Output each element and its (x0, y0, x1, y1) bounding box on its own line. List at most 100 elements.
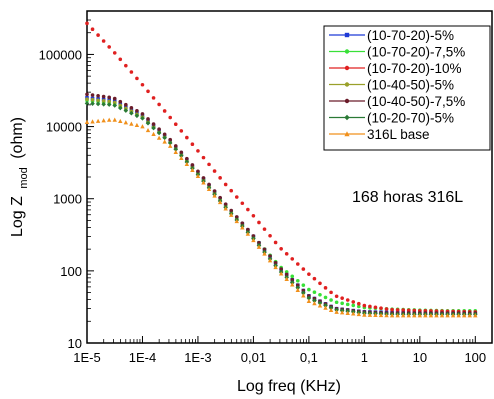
y-tick-label: 1000 (53, 192, 82, 207)
data-point (268, 254, 272, 258)
data-point (340, 296, 344, 300)
data-point (362, 312, 367, 317)
data-point (107, 95, 111, 100)
data-point (373, 312, 378, 317)
y-axis-label-sub: mod (18, 167, 30, 188)
data-point (173, 149, 178, 154)
data-point (123, 120, 129, 125)
data-point (290, 282, 295, 287)
data-point (301, 288, 306, 293)
data-point (262, 251, 267, 256)
legend-label: (10-70-20)-10% (367, 61, 462, 76)
legend-entry: 316L base (329, 127, 430, 142)
legend-marker (344, 82, 350, 87)
data-point (295, 262, 300, 266)
data-point (134, 122, 140, 128)
data-point (162, 132, 167, 137)
data-point (267, 258, 273, 263)
data-point (151, 96, 156, 100)
data-point (262, 227, 267, 231)
data-point (279, 246, 283, 251)
data-point (146, 117, 150, 121)
data-point (206, 186, 212, 192)
data-point (246, 207, 250, 212)
data-point (334, 309, 339, 314)
data-point (329, 290, 333, 295)
data-point (357, 301, 361, 306)
x-axis-label: Log freq (KHz) (237, 378, 341, 395)
data-point (406, 313, 411, 318)
data-point (124, 63, 128, 68)
data-point (118, 57, 123, 62)
x-tick-label: 10 (413, 350, 427, 365)
data-point (245, 231, 251, 236)
x-tick-label: 100 (464, 350, 486, 365)
data-point (140, 124, 145, 129)
data-point (112, 51, 117, 55)
data-point (112, 103, 118, 108)
y-axis-label-main: Log Z (9, 196, 26, 237)
data-point (301, 283, 306, 287)
data-point (207, 182, 211, 187)
data-point (251, 237, 256, 243)
data-point (462, 313, 467, 318)
data-point (90, 101, 95, 106)
data-point (123, 108, 129, 113)
legend-box (323, 25, 491, 151)
data-point (473, 313, 478, 318)
data-point (378, 312, 384, 318)
data-point (273, 240, 278, 245)
data-point (318, 292, 322, 297)
data-point (196, 149, 200, 153)
data-point (85, 92, 89, 97)
data-point (101, 101, 106, 107)
data-point (395, 313, 400, 318)
data-point (379, 306, 383, 310)
data-point (345, 298, 350, 302)
data-point (323, 305, 328, 310)
data-point (450, 313, 456, 318)
x-tick-label: 1 (361, 350, 368, 365)
data-point (217, 199, 223, 205)
data-point (345, 302, 350, 307)
series-7 (84, 117, 478, 318)
data-point (312, 301, 317, 306)
data-point (146, 89, 150, 94)
data-point (106, 117, 112, 122)
data-point (118, 99, 123, 104)
data-point (390, 307, 394, 312)
data-point (234, 215, 239, 219)
data-point (439, 313, 445, 318)
data-point (389, 313, 395, 318)
data-point (96, 98, 100, 103)
data-point (273, 264, 278, 270)
data-point (140, 112, 145, 116)
data-point (96, 33, 100, 37)
data-point (135, 76, 139, 81)
data-point (112, 100, 117, 105)
x-tick-label: 1E-3 (184, 350, 211, 365)
data-point (212, 193, 217, 198)
chart-annotation: 168 horas 316L (352, 189, 463, 206)
x-tick-label: 1E-5 (73, 350, 100, 365)
x-tick-label: 0,01 (241, 350, 266, 365)
data-point (284, 272, 289, 277)
data-point (406, 308, 411, 313)
data-point (162, 139, 167, 144)
data-point (240, 201, 245, 206)
data-point (295, 278, 300, 283)
data-point (467, 313, 472, 318)
data-point (312, 276, 317, 281)
data-point (90, 93, 95, 97)
data-point (445, 313, 450, 318)
data-point (107, 45, 111, 49)
data-point (295, 283, 300, 287)
y-axis-label-unit: (ohm) (9, 117, 26, 159)
data-point (290, 274, 295, 279)
data-point (185, 135, 189, 140)
legend-label: (10-70-20)-7,5% (367, 45, 465, 60)
data-point (395, 308, 400, 312)
series-layer (84, 21, 478, 318)
data-point (118, 103, 123, 108)
